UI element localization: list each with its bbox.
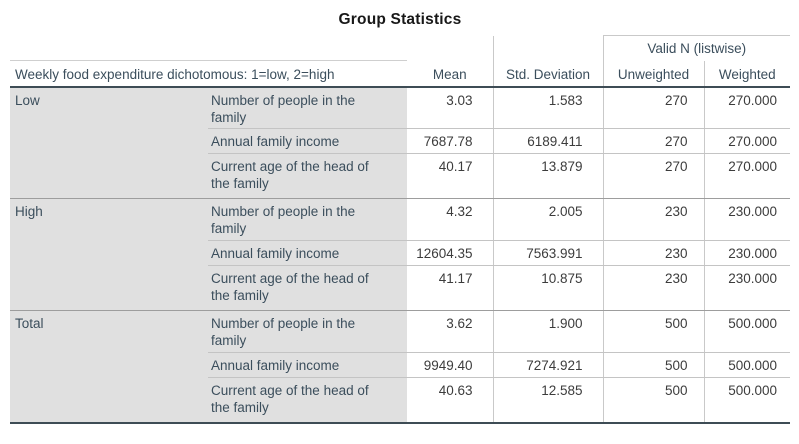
column-header-std-deviation: Std. Deviation bbox=[493, 60, 604, 88]
cell-weighted: 270.000 bbox=[703, 128, 791, 154]
variable-label: Annual family income bbox=[208, 240, 407, 266]
column-header-unweighted: Unweighted bbox=[603, 60, 705, 88]
cell-weighted: 500.000 bbox=[703, 377, 791, 424]
cell-weighted: 270.000 bbox=[703, 86, 791, 129]
cell-mean: 9949.40 bbox=[407, 352, 493, 378]
cell-unweighted: 230 bbox=[602, 265, 704, 311]
cell-std-deviation: 13.879 bbox=[492, 153, 603, 199]
cell-unweighted: 270 bbox=[602, 153, 704, 199]
table-row: Current age of the head of the family 40.… bbox=[10, 377, 791, 424]
cell-std-deviation: 6189.411 bbox=[492, 128, 603, 154]
table-row: Annual family income 9949.40 7274.921 500 50… bbox=[10, 352, 791, 378]
cell-unweighted: 230 bbox=[602, 198, 704, 241]
header-spacer-std bbox=[493, 35, 604, 61]
cell-std-deviation: 7563.991 bbox=[492, 240, 603, 266]
header-spacer-mean bbox=[407, 35, 494, 61]
table-row: Total Number of people in the family 3.62 1… bbox=[10, 310, 791, 424]
table-body: Low Number of people in the family 3.03 1.5… bbox=[10, 86, 791, 424]
column-header-valid-n: Valid N (listwise) bbox=[603, 35, 791, 61]
cell-unweighted: 500 bbox=[602, 377, 704, 424]
cell-weighted: 270.000 bbox=[703, 153, 791, 199]
group-label: Low bbox=[10, 86, 208, 199]
cell-mean: 40.17 bbox=[407, 153, 493, 199]
variable-label: Annual family income bbox=[208, 128, 407, 154]
cell-std-deviation: 1.900 bbox=[492, 310, 603, 353]
table-row: Current age of the head of the family 40.… bbox=[10, 153, 791, 199]
cell-mean: 12604.35 bbox=[407, 240, 493, 266]
cell-unweighted: 500 bbox=[602, 352, 704, 378]
cell-weighted: 230.000 bbox=[703, 240, 791, 266]
cell-std-deviation: 1.583 bbox=[492, 86, 603, 129]
variable-label: Current age of the head of the family bbox=[208, 377, 407, 424]
table-row: High Number of people in the family 4.32 2.… bbox=[10, 198, 791, 311]
variable-label: Number of people in the family bbox=[208, 198, 407, 241]
header-blank-cell bbox=[10, 35, 407, 61]
cell-unweighted: 270 bbox=[602, 86, 704, 129]
stub-header-label: Weekly food expenditure dichotomous: 1=l… bbox=[10, 60, 407, 88]
cell-weighted: 500.000 bbox=[703, 352, 791, 378]
column-header-mean: Mean bbox=[407, 60, 494, 88]
cell-mean: 40.63 bbox=[407, 377, 493, 424]
cell-mean: 4.32 bbox=[407, 198, 493, 241]
cell-weighted: 230.000 bbox=[703, 198, 791, 241]
cell-weighted: 230.000 bbox=[703, 265, 791, 311]
table-row: Annual family income 12604.35 7563.991 230 2… bbox=[10, 240, 791, 266]
cell-mean: 7687.78 bbox=[407, 128, 493, 154]
variable-label: Current age of the head of the family bbox=[208, 265, 407, 311]
variable-label: Current age of the head of the family bbox=[208, 153, 407, 199]
variable-label: Number of people in the family bbox=[208, 86, 407, 129]
table-row: Current age of the head of the family 41.… bbox=[10, 265, 791, 311]
cell-unweighted: 230 bbox=[602, 240, 704, 266]
cell-mean: 3.03 bbox=[407, 86, 493, 129]
cell-weighted: 500.000 bbox=[703, 310, 791, 353]
table-title: Group Statistics bbox=[338, 11, 462, 28]
cell-unweighted: 500 bbox=[602, 310, 704, 353]
table-header: Valid N (listwise) Weekly food expenditu… bbox=[10, 35, 791, 88]
cell-mean: 41.17 bbox=[407, 265, 493, 311]
cell-std-deviation: 7274.921 bbox=[492, 352, 603, 378]
variable-label: Number of people in the family bbox=[208, 310, 407, 353]
cell-std-deviation: 2.005 bbox=[492, 198, 603, 241]
group-label: Total bbox=[10, 310, 208, 424]
cell-unweighted: 270 bbox=[602, 128, 704, 154]
variable-label: Annual family income bbox=[208, 352, 407, 378]
group-label: High bbox=[10, 198, 208, 311]
cell-std-deviation: 12.585 bbox=[492, 377, 603, 424]
table-row: Low Number of people in the family 3.03 1.5… bbox=[10, 86, 791, 199]
column-header-weighted: Weighted bbox=[704, 60, 791, 88]
group-statistics-table: Valid N (listwise) Weekly food expenditu… bbox=[10, 35, 791, 424]
table-row: Annual family income 7687.78 6189.411 270 27… bbox=[10, 128, 791, 154]
cell-mean: 3.62 bbox=[407, 310, 493, 353]
cell-std-deviation: 10.875 bbox=[492, 265, 603, 311]
